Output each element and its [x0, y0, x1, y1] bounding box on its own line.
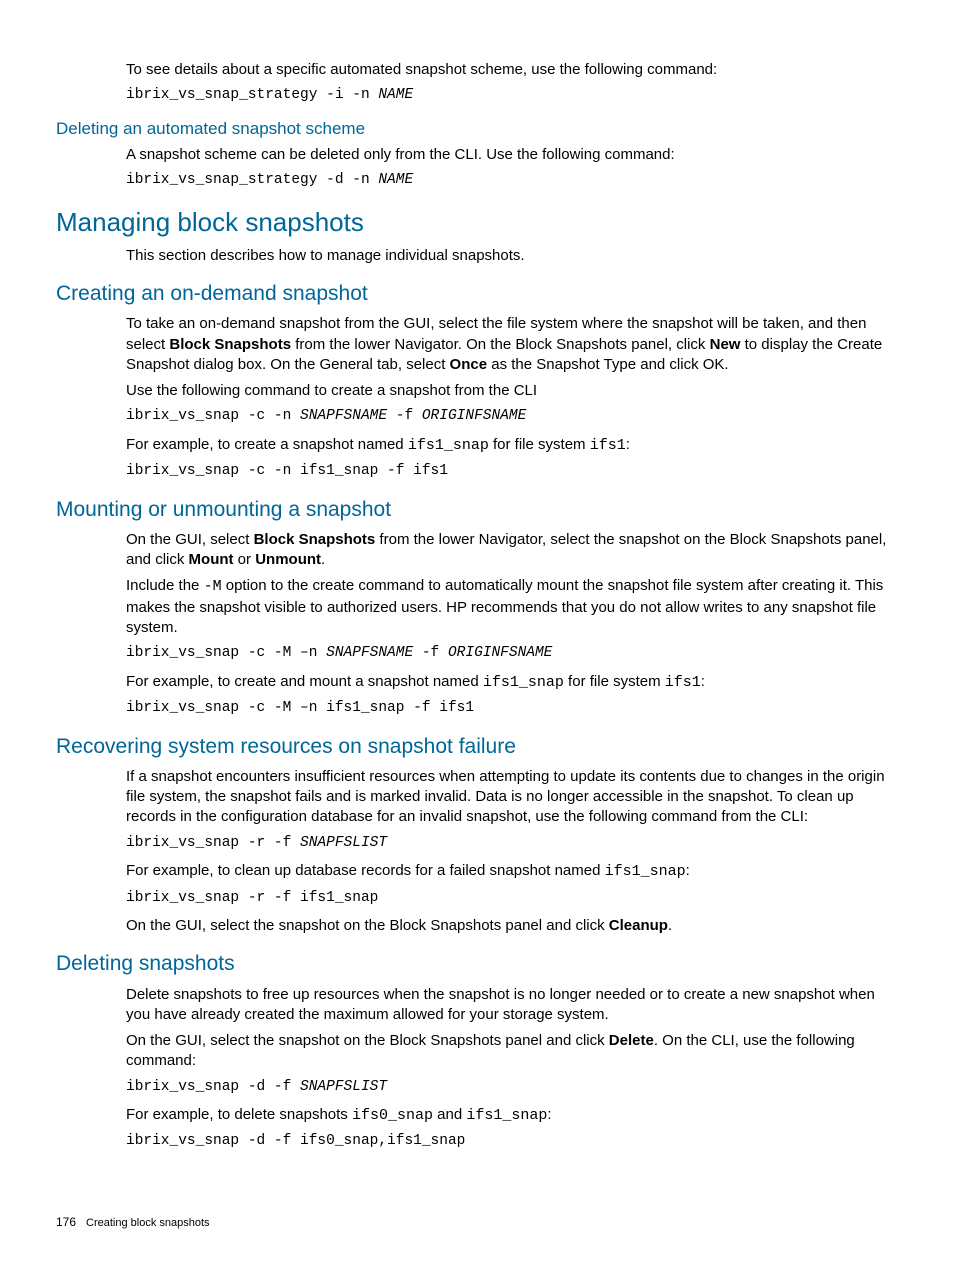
heading-deleting-scheme: Deleting an automated snapshot scheme: [56, 118, 898, 141]
mounting-code2: ibrix_vs_snap -c -M –n ifs1_snap -f ifs1: [126, 699, 898, 719]
creating-code1: ibrix_vs_snap -c -n SNAPFSNAME -f ORIGIN…: [126, 407, 898, 427]
creating-p2: Use the following command to create a sn…: [126, 381, 898, 401]
heading-creating: Creating an on-demand snapshot: [56, 280, 898, 308]
mounting-p2: Include the -M option to the create comm…: [126, 576, 898, 638]
mounting-p3: For example, to create and mount a snaps…: [126, 672, 898, 693]
footer-title: Creating block snapshots: [86, 1217, 210, 1229]
intro-code: ibrix_vs_snap_strategy -i -n NAME: [126, 86, 898, 106]
creating-p1: To take an on-demand snapshot from the G…: [126, 314, 898, 375]
recovering-p3: On the GUI, select the snapshot on the B…: [126, 916, 898, 936]
deleting-p2: On the GUI, select the snapshot on the B…: [126, 1031, 898, 1072]
creating-p3: For example, to create a snapshot named …: [126, 435, 898, 456]
recovering-p1: If a snapshot encounters insufficient re…: [126, 767, 898, 828]
recovering-code2: ibrix_vs_snap -r -f ifs1_snap: [126, 889, 898, 909]
mounting-p1: On the GUI, select Block Snapshots from …: [126, 530, 898, 571]
heading-deleting: Deleting snapshots: [56, 950, 898, 978]
heading-managing: Managing block snapshots: [56, 205, 898, 240]
deleting-code2: ibrix_vs_snap -d -f ifs0_snap,ifs1_snap: [126, 1132, 898, 1152]
page-footer: 176 Creating block snapshots: [56, 1214, 210, 1231]
deleting-code1: ibrix_vs_snap -d -f SNAPFSLIST: [126, 1078, 898, 1098]
mounting-code1: ibrix_vs_snap -c -M –n SNAPFSNAME -f ORI…: [126, 644, 898, 664]
recovering-p2: For example, to clean up database record…: [126, 861, 898, 882]
deleting-scheme-text: A snapshot scheme can be deleted only fr…: [126, 145, 898, 165]
heading-recovering: Recovering system resources on snapshot …: [56, 733, 898, 761]
page-number: 176: [56, 1215, 76, 1229]
managing-text: This section describes how to manage ind…: [126, 246, 898, 266]
creating-code2: ibrix_vs_snap -c -n ifs1_snap -f ifs1: [126, 462, 898, 482]
deleting-p3: For example, to delete snapshots ifs0_sn…: [126, 1105, 898, 1126]
deleting-scheme-code: ibrix_vs_snap_strategy -d -n NAME: [126, 171, 898, 191]
recovering-code1: ibrix_vs_snap -r -f SNAPFSLIST: [126, 834, 898, 854]
intro-text: To see details about a specific automate…: [126, 60, 898, 80]
deleting-p1: Delete snapshots to free up resources wh…: [126, 985, 898, 1026]
heading-mounting: Mounting or unmounting a snapshot: [56, 496, 898, 524]
